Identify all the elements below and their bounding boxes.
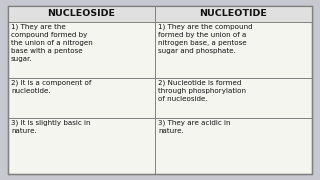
- Text: 3) They are acidic in
nature.: 3) They are acidic in nature.: [158, 120, 230, 134]
- Text: NUCLEOTIDE: NUCLEOTIDE: [200, 10, 268, 19]
- Text: NUCLEOSIDE: NUCLEOSIDE: [47, 10, 116, 19]
- Text: 1) They are the compound
formed by the union of a
nitrogen base, a pentose
sugar: 1) They are the compound formed by the u…: [158, 24, 252, 54]
- Bar: [8, 6, 312, 22]
- Text: 2) It is a component of
nucleotide.: 2) It is a component of nucleotide.: [11, 80, 92, 94]
- Text: 2) Nucleotide is formed
through phosphorylation
of nucleoside.: 2) Nucleotide is formed through phosphor…: [158, 80, 246, 102]
- Text: 3) It is slightly basic in
nature.: 3) It is slightly basic in nature.: [11, 120, 91, 134]
- Text: 1) They are the
compound formed by
the union of a nitrogen
base with a pentose
s: 1) They are the compound formed by the u…: [11, 24, 93, 62]
